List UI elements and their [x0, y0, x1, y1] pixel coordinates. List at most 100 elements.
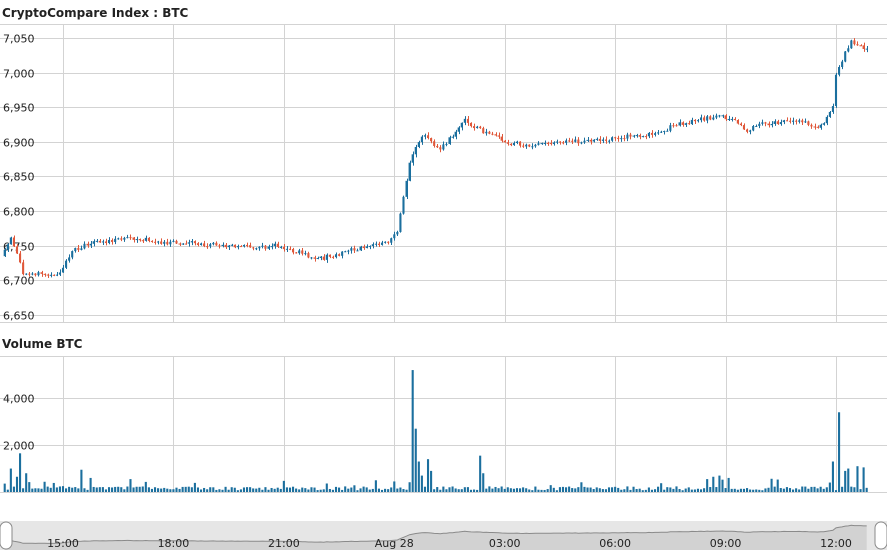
price-candles[interactable] [3, 38, 868, 278]
volume-bar [233, 487, 236, 492]
volume-bar [347, 488, 350, 492]
volume-bar [12, 486, 15, 492]
volume-bar [89, 477, 92, 492]
volume-grid [0, 356, 887, 493]
candle-body [414, 146, 417, 155]
candle-body [862, 45, 865, 50]
candle-body [663, 130, 666, 132]
candle-body [153, 241, 157, 243]
x-tick-label: 18:00 [158, 537, 190, 550]
candle-body [856, 44, 859, 46]
volume-bar [34, 488, 37, 492]
volume-bar [715, 487, 718, 492]
candle-body [801, 120, 804, 123]
volume-bar [276, 487, 279, 492]
x-tick-label: 15:00 [47, 537, 79, 550]
candle-body [292, 249, 295, 253]
volume-bar [37, 488, 40, 492]
candle-body [196, 243, 200, 245]
candle-body [126, 237, 129, 239]
candle-body [104, 241, 107, 244]
candle-body [454, 131, 457, 137]
volume-bar [528, 489, 531, 492]
candle-body [745, 129, 749, 132]
volume-bar [785, 487, 788, 492]
volume-bar [9, 468, 12, 492]
volume-bar [755, 489, 758, 492]
volume-bars[interactable] [3, 370, 868, 492]
candle-body [712, 117, 715, 120]
volume-bar [782, 488, 785, 492]
candle-body [838, 67, 841, 75]
candle-body [107, 240, 111, 244]
volume-bar [316, 490, 319, 492]
volume-bar [739, 488, 742, 492]
volume-bar [813, 486, 816, 492]
candle-body [696, 120, 700, 122]
candle-body [242, 244, 246, 247]
volume-bar [472, 489, 476, 492]
volume-bar [414, 428, 417, 492]
candle-body [595, 138, 598, 140]
candle-body [61, 267, 65, 273]
candle-body [549, 143, 552, 145]
candle-body [267, 246, 270, 249]
price-y-tick-label: 6,700 [3, 275, 35, 288]
volume-bar [353, 485, 356, 492]
volume-bar [736, 489, 739, 492]
volume-bar [721, 479, 724, 492]
candle-body [276, 243, 279, 248]
volume-bar [221, 489, 224, 492]
volume-bar [242, 487, 246, 492]
navigator-left-handle[interactable] [0, 521, 13, 550]
volume-bar [380, 489, 384, 492]
price-y-tick-label: 6,850 [3, 171, 35, 184]
volume-bar [230, 487, 233, 492]
x-tick-label: 03:00 [489, 537, 521, 550]
volume-bar [752, 489, 755, 492]
candle-body [212, 242, 215, 245]
candle-body [101, 241, 104, 243]
volume-bar [255, 488, 258, 492]
volume-bar [304, 488, 307, 492]
volume-bar [807, 488, 810, 492]
candle-body [439, 147, 442, 150]
volume-bar [126, 486, 129, 492]
volume-bar [543, 489, 546, 492]
volume-bar [503, 488, 506, 492]
candle-body [328, 254, 331, 257]
candle-body [727, 118, 730, 120]
candle-body [491, 133, 494, 135]
candle-body [390, 238, 393, 243]
volume-bar [138, 486, 141, 492]
volume-bar [841, 486, 844, 492]
navigator-right-handle[interactable] [874, 521, 887, 550]
volume-bar [377, 488, 380, 492]
volume-bar [638, 488, 641, 492]
volume-bar [436, 487, 439, 492]
candle-body [239, 246, 242, 248]
volume-bar [773, 486, 776, 492]
candle-body [528, 144, 531, 147]
volume-bar [629, 489, 632, 492]
volume-bar [295, 488, 298, 492]
candle-body [788, 120, 792, 122]
volume-bar [614, 486, 617, 492]
candle-body [626, 134, 629, 139]
volume-bar [58, 486, 61, 492]
volume-bar [672, 488, 675, 492]
volume-bar [442, 486, 445, 492]
candle-body [607, 140, 611, 142]
volume-bar [390, 487, 393, 492]
navigator[interactable] [0, 521, 887, 550]
candle-body [218, 245, 221, 247]
candle-body [865, 48, 868, 50]
volume-bar [675, 486, 678, 492]
candle-body [531, 146, 534, 148]
volume-bar [469, 489, 473, 492]
volume-bar [245, 487, 249, 492]
candle-body [770, 123, 773, 126]
candle-body [252, 247, 255, 249]
volume-bar [184, 486, 187, 492]
volume-bar [577, 487, 580, 492]
